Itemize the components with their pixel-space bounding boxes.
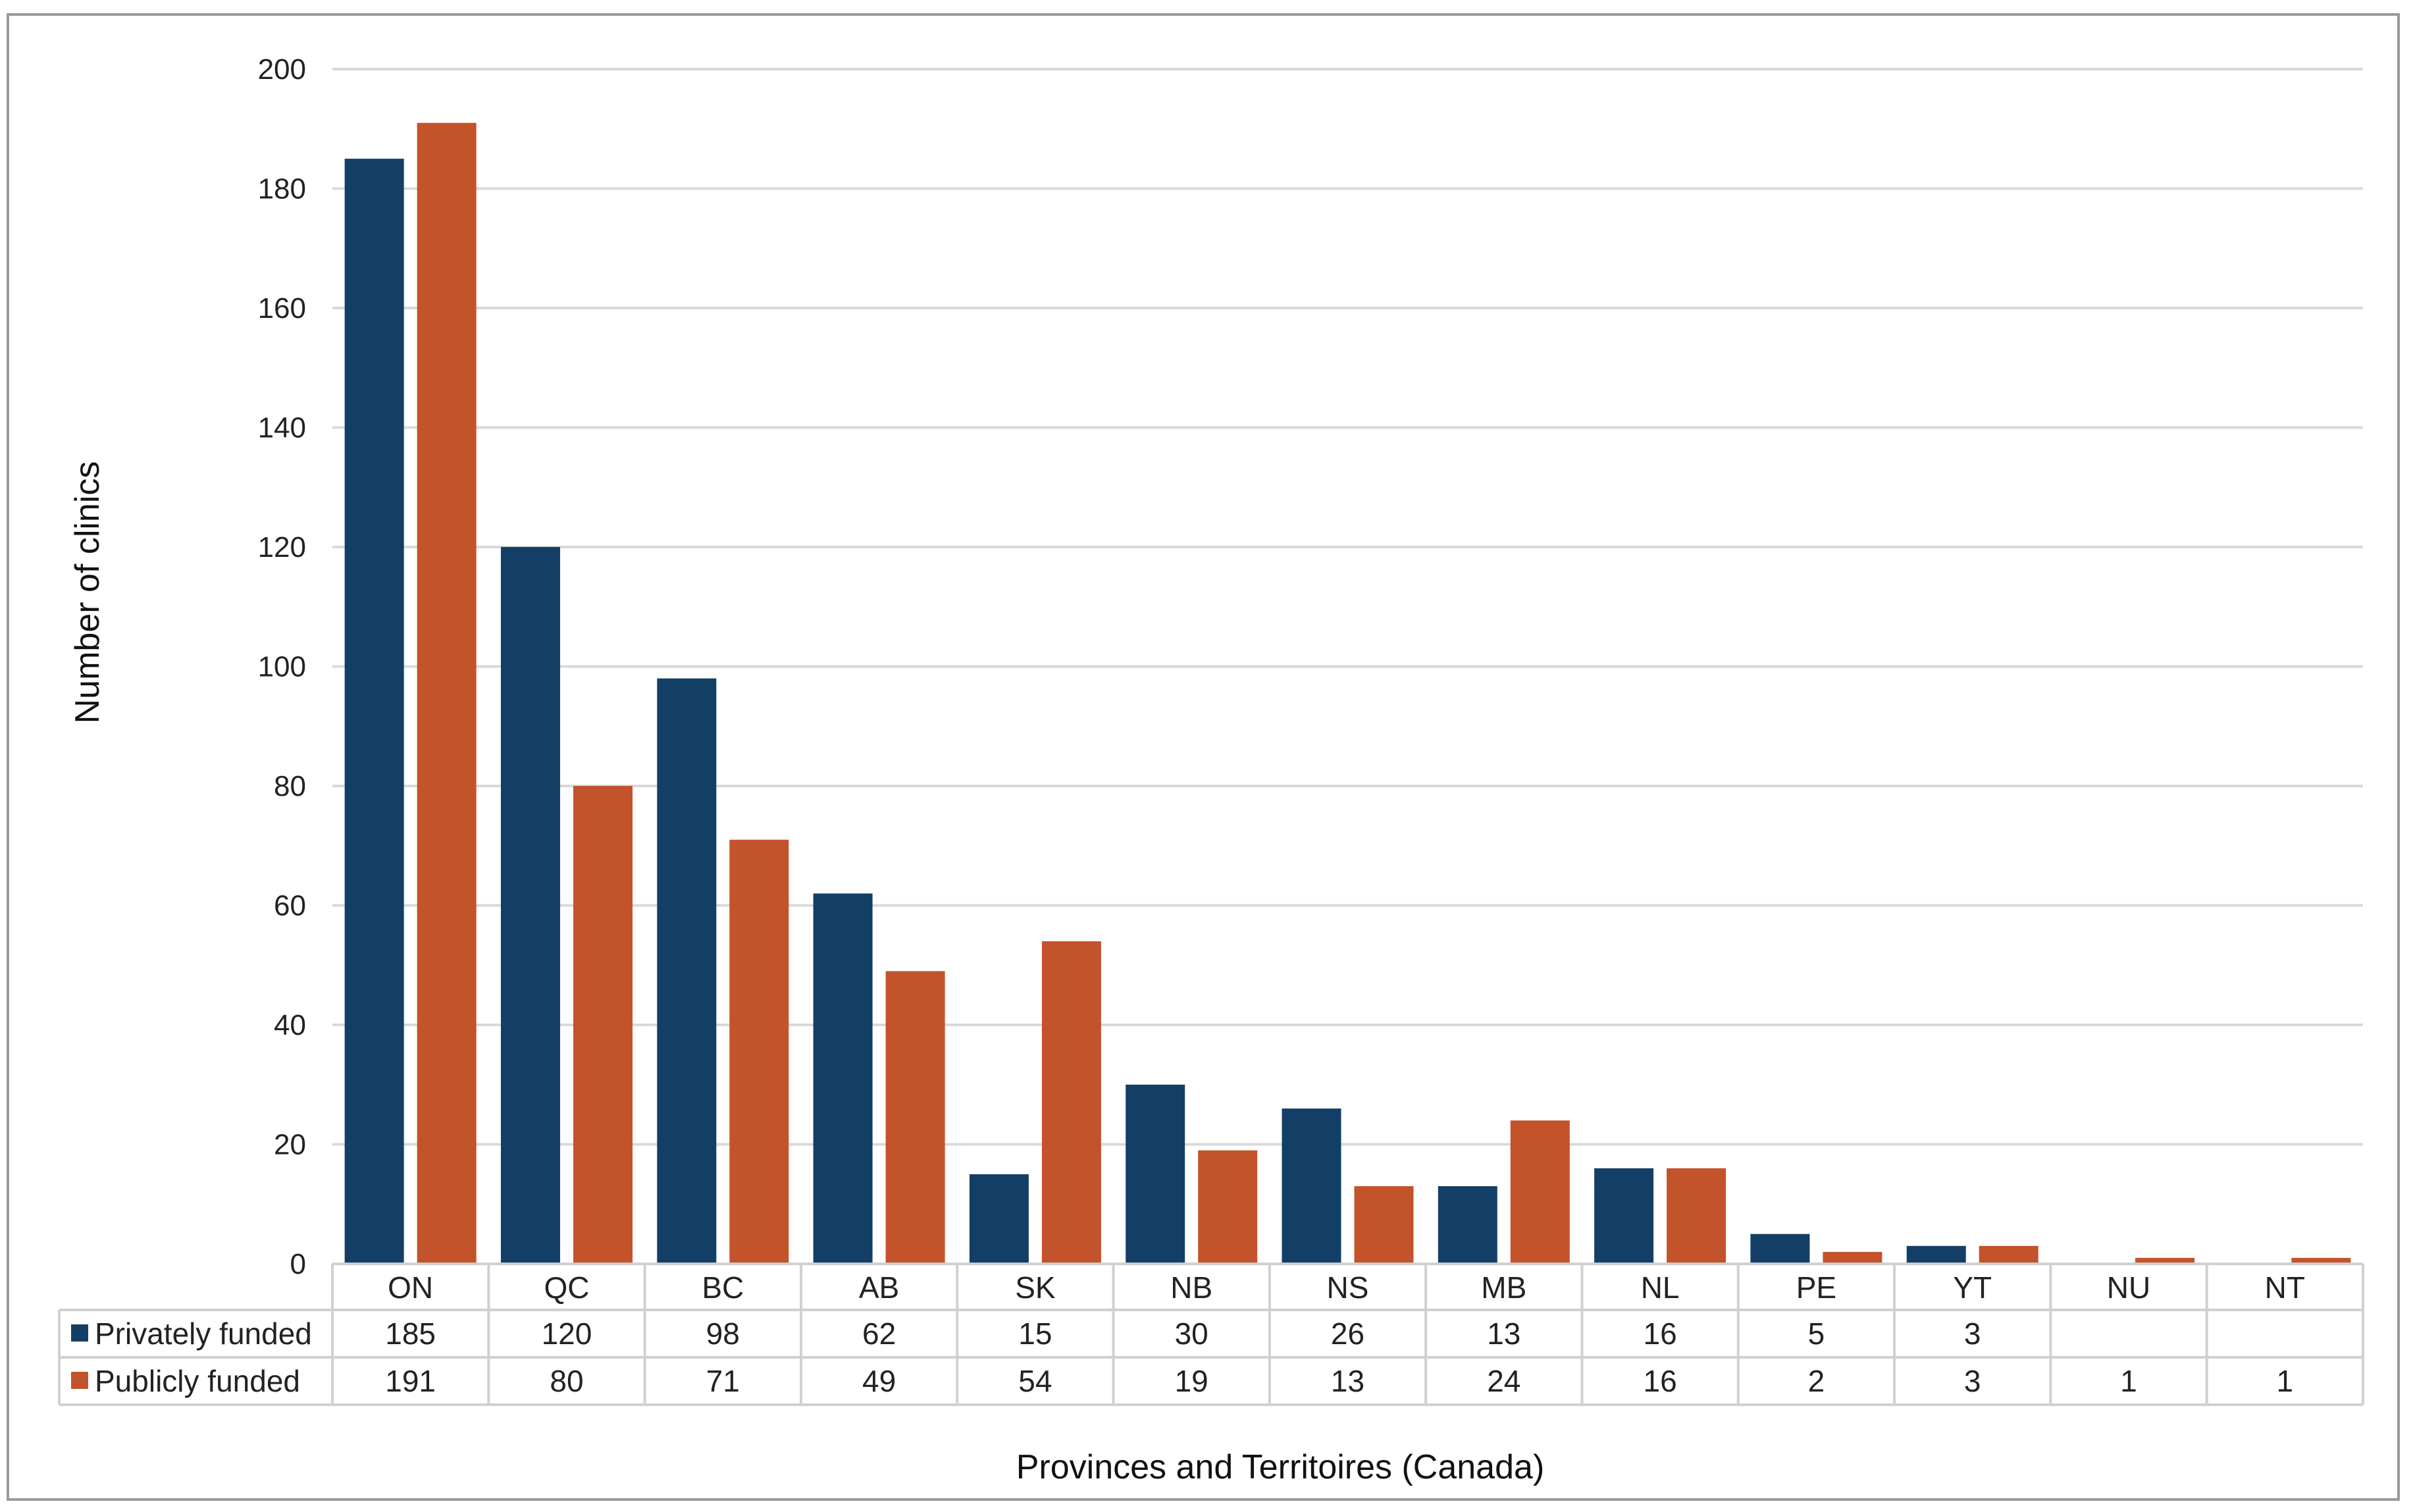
y-tick-label: 140 [258, 412, 306, 444]
bar-public-nu [2135, 1257, 2195, 1264]
legend-label: Publicly funded [95, 1364, 300, 1398]
bar-private-pe [1750, 1234, 1810, 1264]
bar-public-on [417, 122, 477, 1264]
x-category-label: PE [1796, 1270, 1836, 1305]
bar-public-mb [1510, 1120, 1570, 1264]
data-label: 5 [1808, 1316, 1825, 1351]
data-label: 185 [385, 1316, 436, 1351]
data-label: 16 [1644, 1316, 1677, 1351]
data-label: 30 [1175, 1316, 1208, 1351]
x-category-label: SK [1015, 1270, 1056, 1305]
bar-public-pe [1823, 1251, 1882, 1264]
data-label: 98 [706, 1316, 740, 1351]
data-label: 120 [542, 1316, 592, 1351]
bar-public-bc [729, 839, 789, 1264]
bar-private-on [344, 159, 404, 1264]
x-category-label: QC [544, 1270, 589, 1305]
bar-public-nt [2291, 1257, 2351, 1264]
bar-public-nl [1667, 1168, 1726, 1264]
y-axis-ticks: 0 20 40 60 80 100 120 140 160 180 200 [258, 53, 306, 1280]
bar-public-ab [885, 971, 945, 1264]
bar-public-yt [1979, 1245, 2038, 1264]
data-label: 71 [706, 1364, 740, 1398]
data-label: 16 [1644, 1364, 1677, 1398]
data-table: ON QC BC AB SK NB NS MB NL PE YT NU NT Privately fund… [58, 1263, 2364, 1406]
y-tick-label: 60 [274, 890, 306, 922]
bar-private-sk [969, 1174, 1029, 1264]
x-category-label: NS [1327, 1270, 1369, 1305]
x-category-label: MB [1481, 1270, 1526, 1305]
bar-public-qc [573, 786, 633, 1264]
data-label: 191 [385, 1364, 436, 1398]
x-category-label: BC [702, 1270, 744, 1305]
y-tick-label: 100 [258, 651, 306, 683]
data-label: 1 [2277, 1364, 2294, 1398]
x-axis-title: Provinces and Territoires (Canada) [1016, 1448, 1545, 1486]
data-label: 13 [1331, 1364, 1364, 1398]
x-category-label: NT [2265, 1270, 2305, 1305]
y-tick-label: 160 [258, 292, 306, 325]
gridlines [332, 68, 2363, 1146]
bars [344, 122, 2351, 1264]
bar-public-sk [1041, 941, 1101, 1264]
y-tick-label: 180 [258, 173, 306, 205]
y-tick-label: 120 [258, 531, 306, 563]
data-label: 3 [1964, 1364, 1981, 1398]
bar-private-qc [500, 547, 560, 1264]
bar-private-nb [1126, 1084, 1185, 1264]
data-label: 49 [862, 1364, 896, 1398]
bar-private-nl [1594, 1168, 1654, 1264]
x-category-label: AB [859, 1270, 899, 1305]
legend-key-public [71, 1372, 88, 1389]
data-label: 80 [550, 1364, 583, 1398]
x-category-label: NL [1641, 1270, 1680, 1305]
x-category-label: YT [1953, 1270, 1992, 1305]
data-label: 19 [1175, 1364, 1208, 1398]
bar-private-bc [657, 678, 717, 1264]
y-tick-label: 80 [274, 770, 306, 802]
chart-frame [7, 13, 2400, 1501]
bar-private-mb [1438, 1186, 1497, 1264]
y-tick-label: 0 [290, 1248, 306, 1280]
data-label: 54 [1018, 1364, 1052, 1398]
legend-label: Privately funded [95, 1316, 312, 1351]
y-axis-title: Number of clinics [68, 461, 107, 724]
bar-public-nb [1198, 1150, 1258, 1264]
x-category-label: NU [2107, 1270, 2150, 1305]
y-tick-label: 40 [274, 1009, 306, 1041]
bar-public-ns [1354, 1186, 1414, 1264]
y-tick-label: 20 [274, 1129, 306, 1161]
data-label: 13 [1487, 1316, 1520, 1351]
data-label: 15 [1018, 1316, 1052, 1351]
data-label: 26 [1331, 1316, 1364, 1351]
data-label: 62 [862, 1316, 896, 1351]
bar-private-yt [1906, 1245, 1966, 1264]
x-category-label: ON [388, 1270, 433, 1305]
x-category-label: NB [1170, 1270, 1212, 1305]
bar-private-ab [813, 893, 873, 1264]
data-label: 1 [2120, 1364, 2137, 1398]
data-label: 2 [1808, 1364, 1825, 1398]
data-label: 3 [1964, 1316, 1981, 1351]
legend-key-private [71, 1324, 88, 1342]
y-tick-label: 200 [258, 53, 306, 86]
bar-private-ns [1282, 1108, 1341, 1264]
data-label: 24 [1487, 1364, 1520, 1398]
